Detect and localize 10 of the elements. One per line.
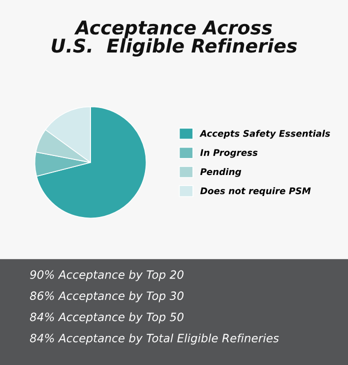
- legend-label: Pending: [200, 168, 242, 177]
- chart-title: Acceptance Across U.S. Eligible Refineries: [52, 20, 297, 57]
- text: 84% Acceptance by Total Eligible Refineries: [30, 334, 279, 345]
- legend-label: In Progress: [200, 149, 258, 158]
- text: 86% Acceptance by Top 30: [30, 291, 184, 302]
- text: 90% Acceptance by Top 20: [30, 270, 184, 282]
- text: 84% Acceptance by Top 50: [30, 312, 184, 324]
- legend-label: Does not require PSM: [200, 187, 311, 196]
- pie-slice: [36, 106, 147, 219]
- legend-label: Accepts Safety Essentials: [200, 130, 330, 139]
